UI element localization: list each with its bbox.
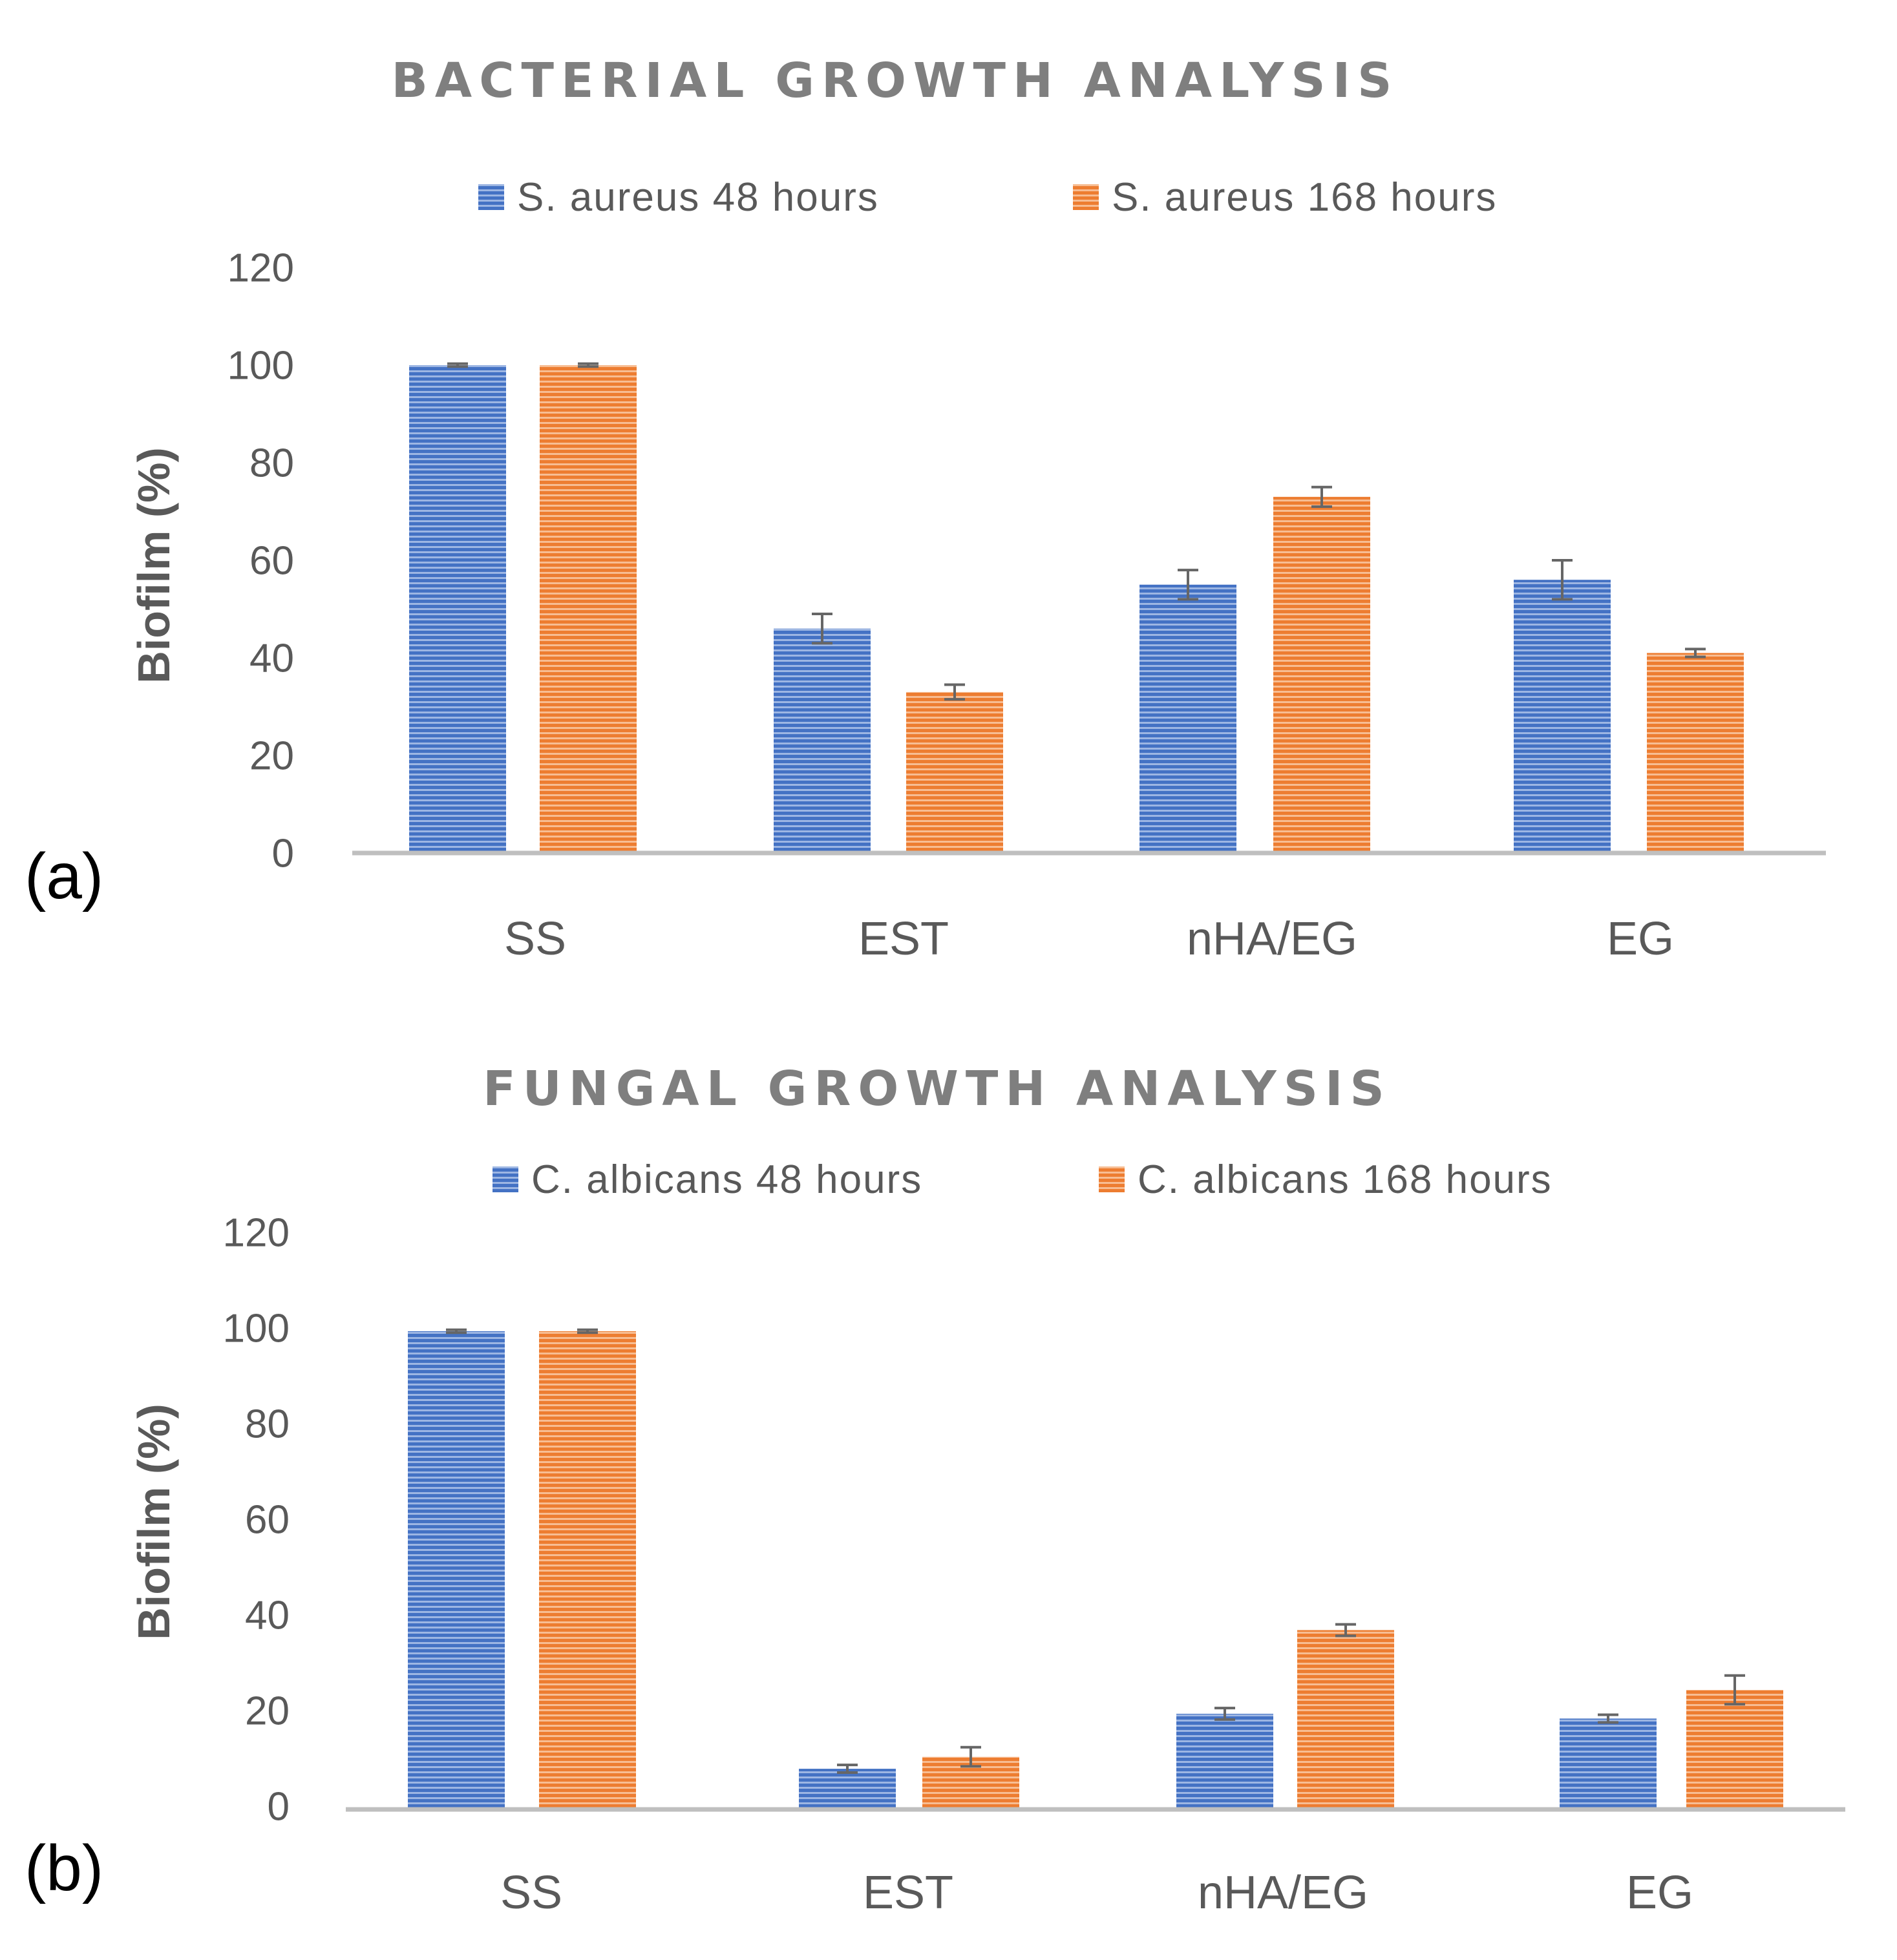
chart-a-y-tick: 100 <box>228 343 294 388</box>
chart-b-bar-48h-ss <box>408 1331 505 1809</box>
chart-b-legend-label-48: C. albicans 48 hours <box>531 1157 922 1202</box>
chart-a-title: BACTERIAL GROWTH ANALYSIS <box>392 53 1399 109</box>
chart-a-error-bar-168h-ss <box>578 362 599 368</box>
chart-b-y-tick: 20 <box>245 1689 290 1733</box>
chart-a-bar-48h-eg <box>1514 580 1611 853</box>
chart-a-error-bar-168h-eg <box>1685 648 1706 659</box>
chart-b-bar-168h-nha-eg <box>1297 1630 1394 1809</box>
chart-a-legend-label-48: S. aureus 48 hours <box>517 175 879 220</box>
chart-a-category-label: nHA/EG <box>1187 913 1357 965</box>
chart-a-bars <box>409 362 1744 853</box>
chart-b-error-bar-48h-est <box>837 1764 858 1775</box>
chart-a-legend-swatch-48 <box>478 184 504 210</box>
chart-b-y-tick: 120 <box>223 1210 290 1255</box>
chart-a-y-ticks: 0 20 40 60 80 100 120 <box>228 246 294 876</box>
chart-a-bar-48h-est <box>774 628 871 853</box>
chart-b-category-label: nHA/EG <box>1198 1867 1368 1919</box>
chart-a-bar-48h-ss <box>409 365 506 853</box>
chart-b-y-tick: 80 <box>245 1402 290 1446</box>
chart-a-error-bar-48h-ss <box>447 362 468 368</box>
chart-b-title: FUNGAL GROWTH ANALYSIS <box>483 1061 1392 1117</box>
chart-a-error-bar-48h-nha-eg <box>1178 569 1198 601</box>
chart-b-error-bar-48h-nha-eg <box>1214 1707 1235 1721</box>
chart-b-category-label: SS <box>500 1867 562 1919</box>
chart-b-legend-swatch-48 <box>493 1166 518 1192</box>
chart-a-error-bar-168h-est <box>944 683 965 701</box>
chart-a-bar-48h-nha-eg <box>1139 584 1236 853</box>
chart-b-category-label: EST <box>863 1867 953 1919</box>
chart-b-bar-48h-nha-eg <box>1176 1714 1273 1809</box>
chart-a-y-tick: 20 <box>249 733 294 778</box>
chart-b-x-categories: SS EST nHA/EG EG <box>500 1867 1693 1919</box>
chart-b-legend: C. albicans 48 hours C. albicans 168 hou… <box>493 1157 1553 1202</box>
chart-a-y-tick: 0 <box>272 831 294 876</box>
chart-a-panel-label: (a) <box>25 840 103 912</box>
chart-a-error-bar-48h-est <box>812 613 832 645</box>
chart-a-bar-168h-eg <box>1647 653 1744 853</box>
chart-b-legend-label-168: C. albicans 168 hours <box>1138 1157 1553 1202</box>
chart-b-bars <box>408 1328 1783 1809</box>
chart-b-bar-48h-eg <box>1560 1718 1657 1809</box>
chart-b-bar-48h-est <box>799 1769 896 1809</box>
chart-a-bar-168h-ss <box>540 365 637 853</box>
chart-a-y-axis-label: Biofilm (%) <box>129 447 179 684</box>
chart-a: BACTERIAL GROWTH ANALYSIS S. aureus 48 h… <box>25 53 1826 965</box>
chart-b-y-tick: 0 <box>268 1784 290 1829</box>
chart-b-category-label: EG <box>1626 1867 1693 1919</box>
chart-a-category-label: EST <box>858 913 949 965</box>
chart-a-legend-label-168: S. aureus 168 hours <box>1112 175 1497 220</box>
chart-b-error-bar-168h-eg <box>1724 1674 1745 1706</box>
chart-a-y-tick: 60 <box>249 538 294 583</box>
chart-b-error-bar-168h-nha-eg <box>1335 1623 1356 1638</box>
chart-b-error-bar-48h-eg <box>1598 1713 1618 1724</box>
chart-a-bar-168h-est <box>906 691 1003 853</box>
chart-a-category-label: SS <box>504 913 566 965</box>
chart-b-bar-168h-ss <box>539 1331 636 1809</box>
chart-a-y-tick: 120 <box>228 246 294 290</box>
chart-b-y-tick: 60 <box>245 1497 290 1542</box>
chart-a-bar-168h-nha-eg <box>1273 496 1370 853</box>
chart-b-legend-swatch-168 <box>1099 1166 1125 1192</box>
chart-a-error-bar-48h-eg <box>1552 559 1573 601</box>
chart-a-category-label: EG <box>1607 913 1674 965</box>
chart-b-error-bar-168h-ss <box>577 1328 598 1334</box>
chart-b-error-bar-48h-ss <box>446 1328 467 1334</box>
chart-b-y-tick: 100 <box>223 1306 290 1351</box>
chart-a-legend: S. aureus 48 hours S. aureus 168 hours <box>478 175 1497 220</box>
chart-b-y-tick: 40 <box>245 1593 290 1638</box>
chart-a-error-bar-168h-nha-eg <box>1311 485 1332 508</box>
chart-b-bar-168h-eg <box>1686 1690 1783 1809</box>
chart-a-legend-swatch-168 <box>1073 184 1099 210</box>
chart-b-error-bar-168h-est <box>960 1745 981 1768</box>
chart-b: FUNGAL GROWTH ANALYSIS C. albicans 48 ho… <box>25 1061 1845 1919</box>
chart-b-y-ticks: 0 20 40 60 80 100 120 <box>223 1210 290 1829</box>
chart-b-panel-label: (b) <box>25 1832 103 1904</box>
chart-a-y-tick: 40 <box>249 636 294 680</box>
chart-b-y-axis-label: Biofilm (%) <box>129 1404 179 1640</box>
chart-a-y-tick: 80 <box>249 441 294 485</box>
chart-a-x-categories: SS EST nHA/EG EG <box>504 913 1674 965</box>
